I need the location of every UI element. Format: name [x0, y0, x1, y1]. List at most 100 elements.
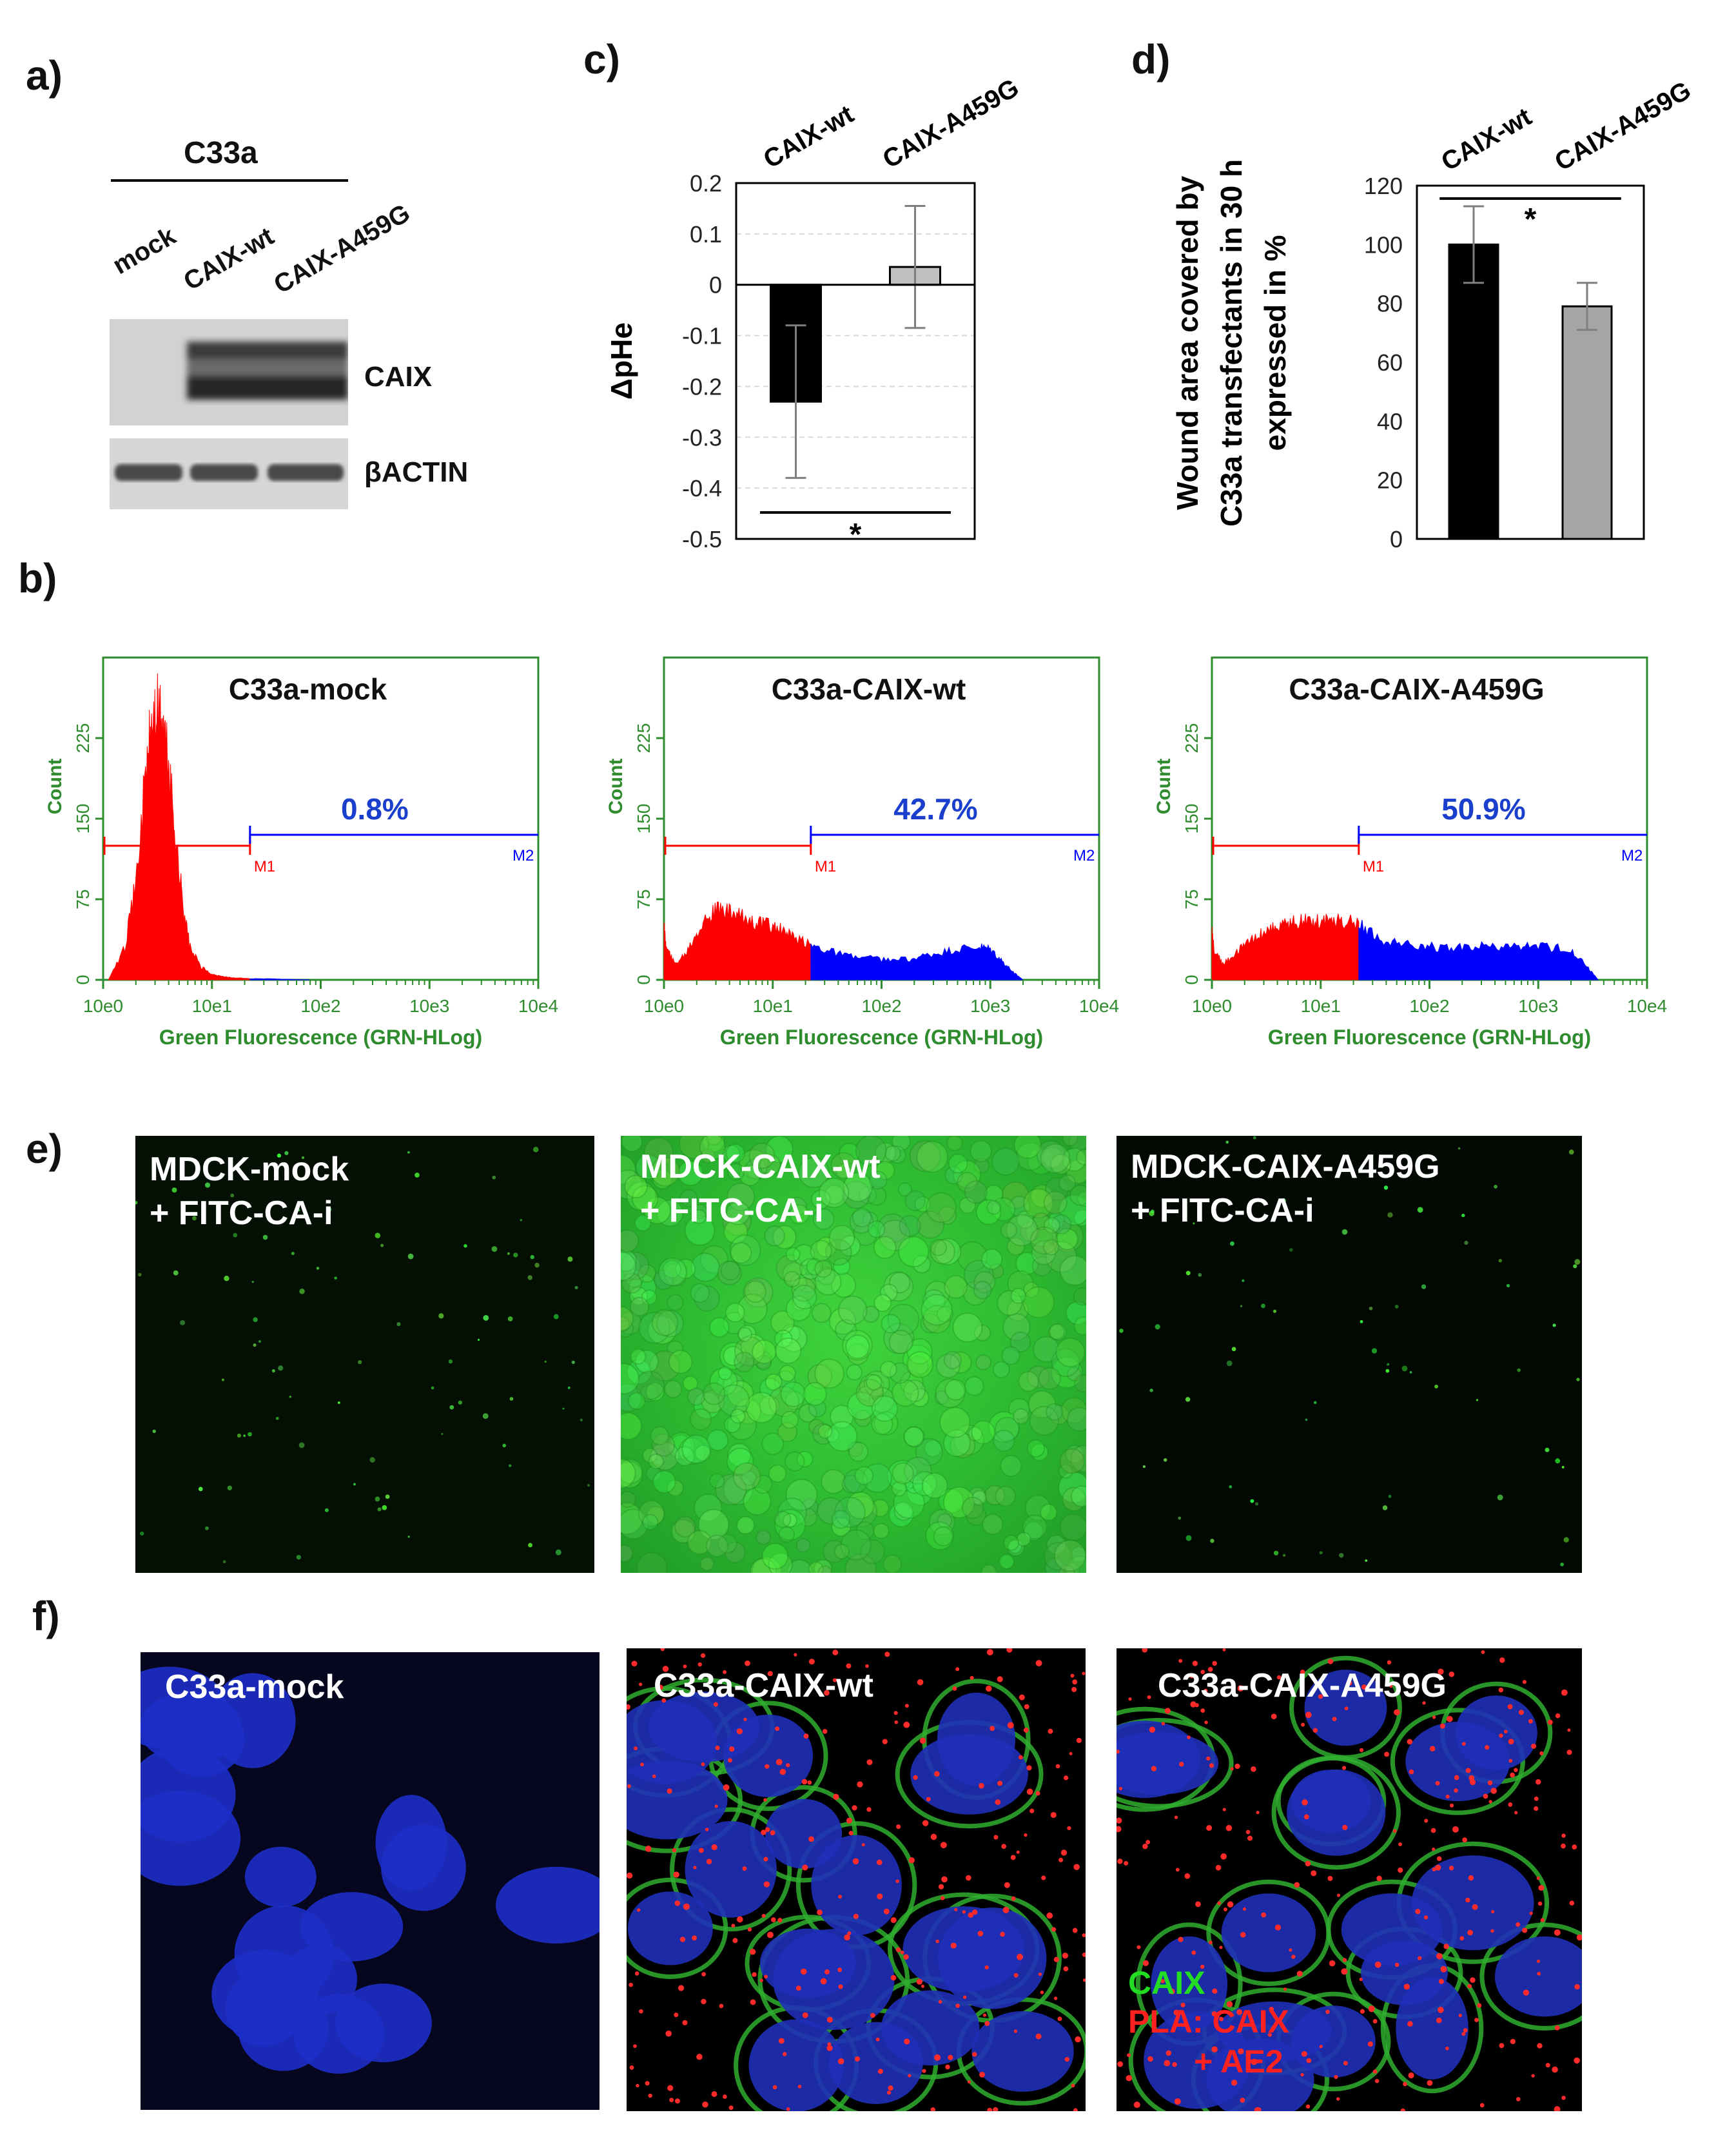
pla-dot — [1403, 2082, 1407, 2087]
gate-m2-label: M2 — [512, 847, 534, 864]
pla-dot — [1055, 1764, 1060, 1769]
pla-dot — [1082, 1952, 1086, 1957]
fitc-cell — [904, 1474, 924, 1494]
pla-dot — [948, 2054, 953, 2060]
pla-dot — [1200, 1670, 1205, 1675]
fitc-cell — [992, 1361, 1010, 1379]
x-tick-label: 10e4 — [1079, 996, 1119, 1016]
nucleus — [971, 2011, 1074, 2092]
pla-dot — [1539, 1751, 1544, 1756]
fitc-cell — [920, 1313, 941, 1334]
fitc-cell — [621, 1458, 636, 1489]
fitc-cell — [1036, 1140, 1066, 1169]
pla-dot — [979, 2071, 985, 2078]
pla-dot — [1173, 2009, 1180, 2016]
fitc-speck — [1561, 1466, 1565, 1468]
fitc-cell — [717, 1365, 732, 1381]
fitc-cell — [719, 1341, 748, 1370]
y-tick-label: 0 — [73, 975, 93, 985]
pla-dot — [1172, 2062, 1177, 2067]
fitc-cell — [892, 1462, 914, 1485]
fitc-speck — [1226, 1360, 1233, 1367]
fitc-cell — [779, 1365, 796, 1382]
fitc-cell — [810, 1240, 832, 1262]
pla-dot — [763, 1857, 768, 1862]
category-label: CAIX-wt — [1437, 102, 1537, 177]
fitc-cell — [669, 1434, 692, 1457]
pla-dot — [1117, 1858, 1123, 1864]
pla-dot — [1488, 1800, 1492, 1804]
pla-dot — [1142, 1844, 1148, 1849]
fitc-cell — [668, 1349, 693, 1374]
nuclei-membrane-field — [1117, 1648, 1582, 2111]
fitc-cell — [747, 1278, 765, 1297]
blot-band-actin: βACTIN — [364, 456, 469, 488]
fitc-cell — [756, 1530, 772, 1545]
pla-dot — [696, 2054, 703, 2060]
pla-dot — [1436, 2017, 1442, 2023]
pla-dot — [1046, 1912, 1053, 1919]
pla-dot — [950, 1942, 957, 1949]
pla-dot — [1209, 1763, 1214, 1768]
blot-actin-bands — [115, 464, 344, 481]
pla-dot — [1318, 1694, 1323, 1699]
y-axis-label-line: expressed in % — [1258, 235, 1292, 451]
fitc-cell — [909, 1140, 941, 1173]
fitc-cell — [921, 1294, 953, 1326]
pla-dot — [979, 1782, 984, 1789]
x-tick-label: 10e0 — [644, 996, 684, 1016]
gate-percent: 50.9% — [1441, 792, 1525, 826]
fitc-cell — [808, 1418, 824, 1435]
fitc-cell — [785, 1390, 805, 1410]
fitc-cell — [1000, 1222, 1018, 1239]
fitc-cell — [1058, 1174, 1077, 1192]
fitc-speck — [237, 1433, 242, 1438]
fitc-speck — [492, 1175, 496, 1180]
nucleus — [1396, 1977, 1468, 2080]
fitc-cell — [727, 1380, 754, 1407]
fitc-cell — [783, 1271, 801, 1288]
fitc-cell — [678, 1160, 704, 1186]
pla-dot — [1438, 2007, 1444, 2013]
fitc-cell — [764, 1225, 785, 1247]
fitc-cell — [701, 1389, 725, 1414]
pla-dot — [866, 1759, 873, 1766]
pla-dot — [1165, 2050, 1172, 2056]
pla-dot — [629, 2065, 634, 2070]
pla-dot — [1427, 2080, 1433, 2086]
fitc-cell — [1015, 1251, 1039, 1275]
pla-dot — [1522, 1680, 1527, 1684]
pla-dot — [995, 1799, 1001, 1805]
pla-dot — [1026, 1765, 1032, 1771]
fitc-cell — [646, 1506, 665, 1525]
pla-dot — [1528, 1719, 1533, 1724]
pla-dot — [645, 1846, 652, 1852]
gate-percent: 42.7% — [893, 792, 977, 826]
fitc-speck — [1225, 1140, 1229, 1144]
nucleus — [937, 1907, 1047, 2009]
fitc-cell — [774, 1508, 806, 1541]
fitc-cell — [765, 1373, 783, 1391]
pla-dot — [1261, 1912, 1267, 1918]
fitc-cell — [817, 1423, 833, 1439]
pla-dot — [847, 1931, 852, 1936]
y-tick-label: 0.2 — [690, 170, 722, 197]
fitc-cell — [741, 1470, 757, 1486]
y-tick-label: 80 — [1377, 291, 1403, 317]
fitc-cell — [879, 1219, 911, 1252]
fitc-cell — [626, 1181, 657, 1211]
fitc-cell — [964, 1180, 988, 1204]
pla-dot — [1230, 1767, 1234, 1771]
x-axis-label: Green Fluorescence (GRN-HLog) — [720, 1026, 1043, 1049]
fitc-cell — [840, 1529, 872, 1561]
pla-dot — [1082, 1672, 1086, 1675]
pla-dot — [838, 1895, 842, 1899]
pla-dot — [1305, 1711, 1312, 1719]
pla-dot — [1127, 2053, 1131, 2058]
fitc-cell — [842, 1329, 873, 1361]
pla-dot — [1073, 1864, 1080, 1871]
pla-dot — [945, 2064, 950, 2070]
pla-dot — [1072, 1679, 1078, 1685]
fitc-speck — [1282, 1554, 1286, 1557]
fitc-speck — [1229, 1485, 1233, 1488]
